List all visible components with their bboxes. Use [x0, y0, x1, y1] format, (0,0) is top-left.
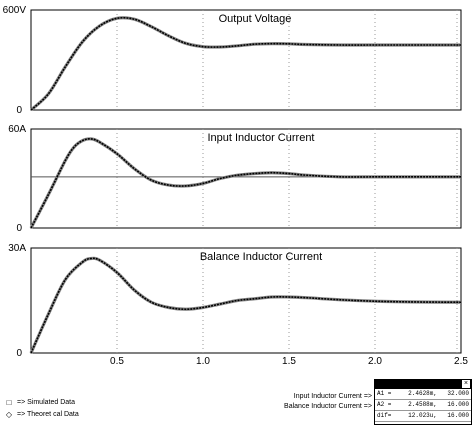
panel-2: Input Inductor Current 60A 0: [8, 124, 462, 234]
panel-title: Output Voltage: [219, 13, 292, 25]
x-tick-label: 2.5: [454, 356, 468, 367]
panel-1: Output Voltage 600V 0: [3, 5, 462, 116]
row-label: A1 =: [375, 389, 398, 400]
y-min-label: 0: [16, 223, 22, 234]
y-max-label: 60A: [8, 124, 26, 135]
legend-theoretical: ◇ => Theoret cal Data: [4, 410, 79, 419]
row-value: 32.000: [438, 389, 471, 400]
y-min-label: 0: [16, 105, 22, 116]
y-max-label: 30A: [8, 243, 26, 254]
row-time: 2.4628m,: [397, 389, 439, 400]
series-line: [30, 16, 461, 111]
y-max-label: 600V: [3, 5, 27, 16]
x-tick-label: 2.0: [368, 356, 382, 367]
row-value: 16.000: [438, 410, 471, 422]
row-time: 2.4588m,: [397, 399, 439, 411]
legend-simulated-label: => Simulated Data: [17, 399, 75, 406]
cursor-label-input: Input Inductor Current =>: [293, 393, 372, 400]
legend-theoretical-label: => Theoret cal Data: [17, 411, 79, 418]
cursor-readout-table: A1 = 2.4628m, 32.000 A2 = 2.4588m, 16.00…: [375, 389, 471, 422]
square-icon: □: [6, 398, 12, 407]
cursor-window-titlebar[interactable]: ×: [375, 380, 471, 389]
table-row: A2 = 2.4588m, 16.000: [375, 399, 471, 411]
series-line: [30, 138, 461, 229]
x-axis-title: Time [ms]: [221, 379, 269, 380]
row-value: 16.000: [438, 399, 471, 411]
row-label: A2 =: [375, 399, 398, 411]
legend-simulated: □ => Simulated Data: [4, 398, 75, 407]
diamond-icon: ◇: [5, 410, 13, 419]
plot-frame: [30, 9, 462, 111]
x-tick-label: 1.0: [196, 356, 210, 367]
close-icon[interactable]: ×: [462, 380, 470, 388]
row-label: dif=: [375, 410, 398, 422]
cursor-readout-window[interactable]: × A1 = 2.4628m, 32.000 A2 = 2.4588m, 16.…: [374, 379, 472, 425]
cursor-label-balance: Balance Inductor Current =>: [284, 403, 372, 410]
x-axis: 0.5 1.0 1.5 2.0 2.5 Time [ms]: [110, 356, 468, 380]
table-row: A1 = 2.4628m, 32.000: [375, 389, 471, 400]
y-min-label: 0: [16, 348, 22, 359]
series-line: [30, 257, 462, 354]
x-tick-label: 0.5: [110, 356, 124, 367]
panel-title: Input Inductor Current: [207, 132, 314, 144]
panel-3: Balance Inductor Current 30A 0: [8, 243, 462, 359]
x-tick-label: 1.5: [282, 356, 296, 367]
row-time: 12.023u,: [397, 410, 439, 422]
table-row: dif= 12.023u, 16.000: [375, 410, 471, 422]
panel-title: Balance Inductor Current: [200, 251, 322, 263]
